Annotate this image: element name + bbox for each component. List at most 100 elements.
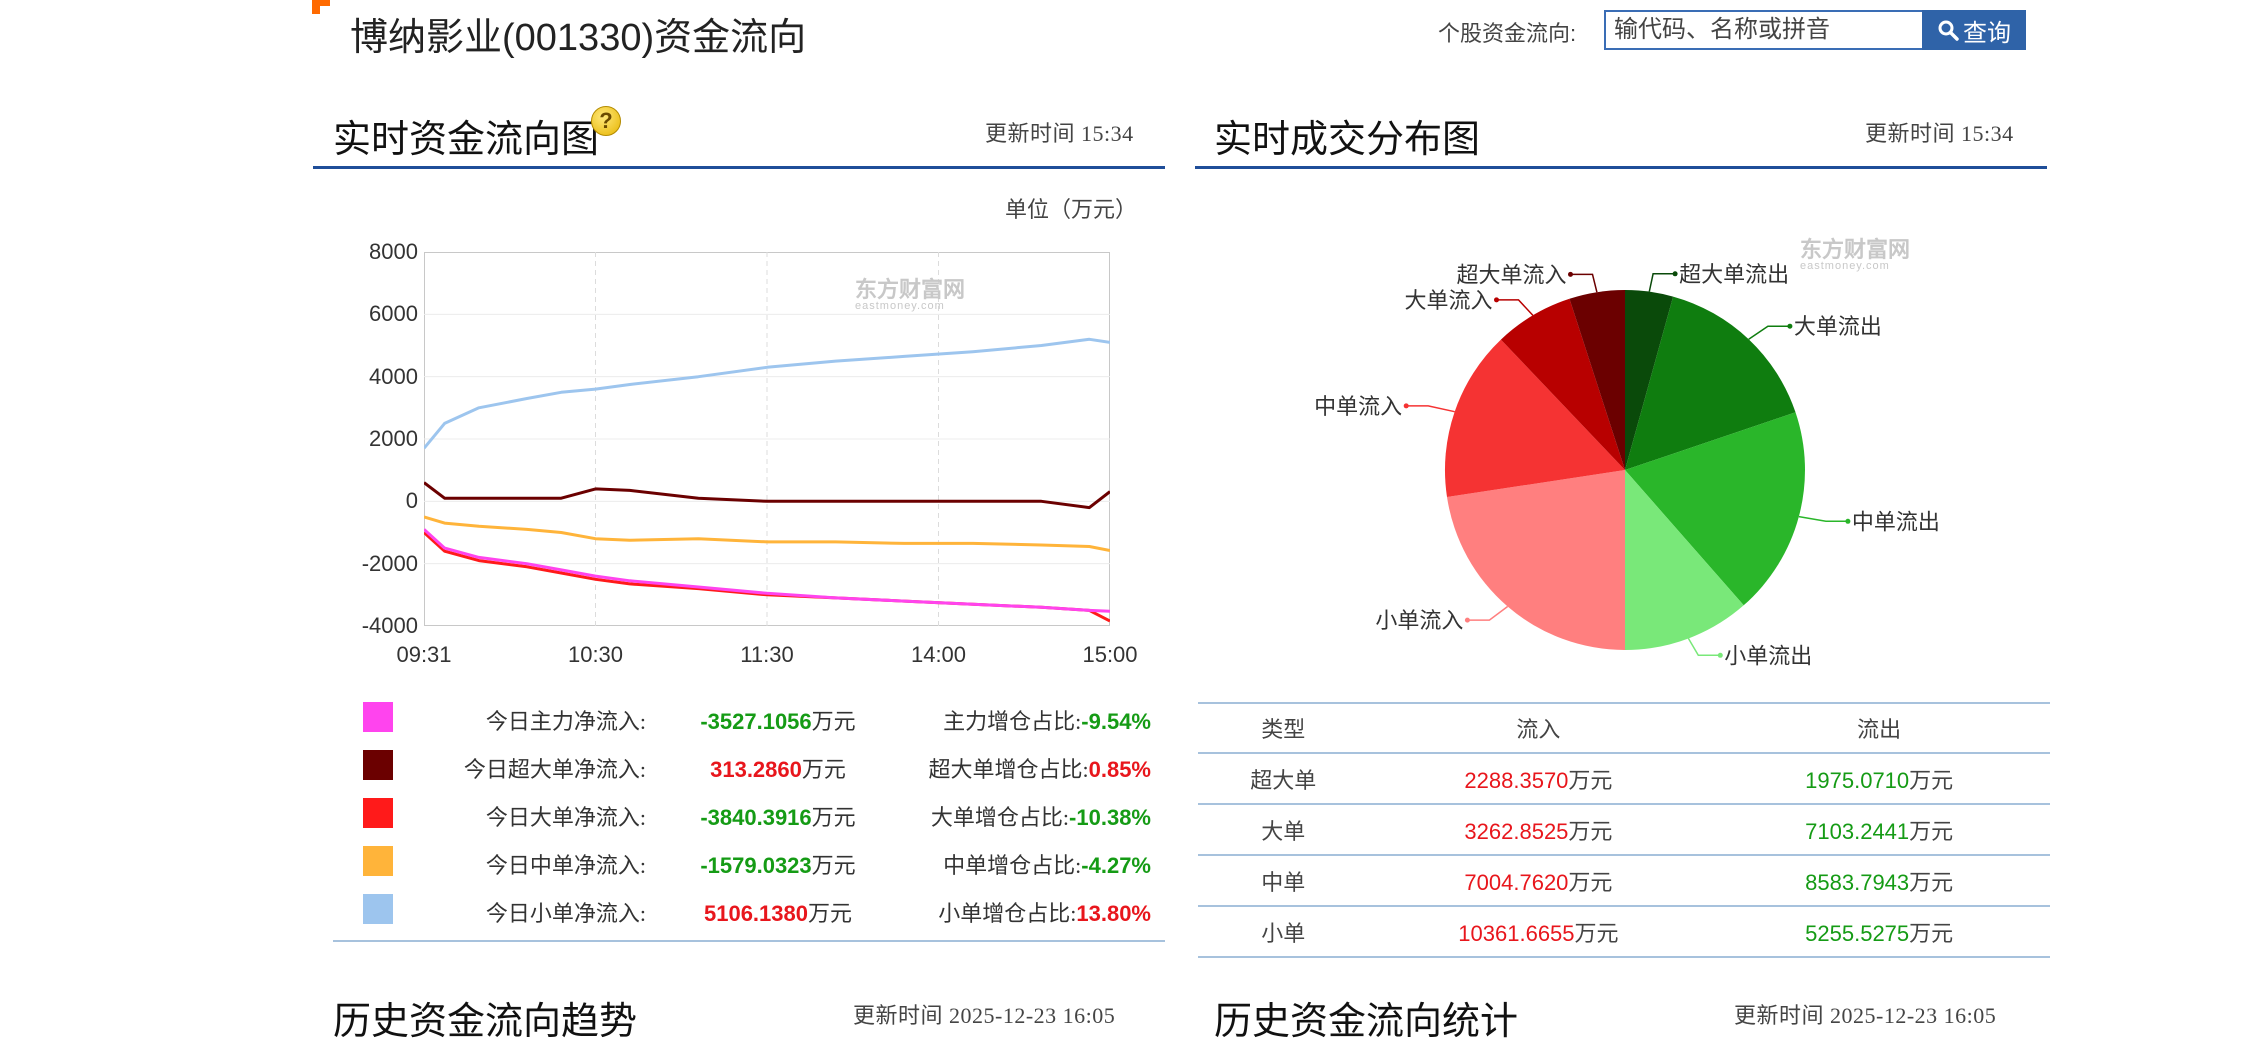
search-label: 个股资金流向:	[1438, 21, 1577, 46]
table-cell-out: 8583.7943万元	[1708, 855, 2050, 907]
pie-leader-dot	[1403, 403, 1409, 409]
line-chart-watermark: 东方财富网 eastmoney.com	[855, 277, 966, 312]
x-tick-label: 11:30	[740, 642, 794, 667]
legend-label: 今日小单净流入:	[485, 901, 646, 926]
history-stats-update-time: 更新时间 2025-12-23 16:05	[1734, 1003, 1997, 1028]
pie-leader-dot	[1494, 297, 1499, 303]
distribution-title: 实时成交分布图	[1214, 119, 1481, 161]
legend-row: 今日主力净流入: -3527.1056万元 主力增仓占比:-9.54%	[363, 696, 1151, 736]
series-line-4	[424, 528, 1110, 613]
legend-swatch	[363, 846, 393, 876]
realtime-flow-update-time: 更新时间 15:34	[985, 121, 1134, 146]
y-tick-label: 8000	[369, 239, 418, 264]
series-line-0	[424, 337, 1110, 450]
x-tick-label: 14:00	[910, 642, 967, 667]
legend-label: 今日超大单净流入:	[463, 757, 646, 782]
legend-swatch	[363, 702, 393, 732]
legend-value: -3840.3916万元	[700, 805, 856, 830]
legend-ratio: 主力增仓占比:-9.54%	[943, 709, 1151, 734]
y-tick-label: 0	[405, 488, 418, 514]
help-icon[interactable]: ?	[591, 106, 621, 136]
table-cell-type: 中单	[1198, 855, 1369, 907]
pie-leader-line	[1467, 605, 1509, 621]
chart-unit-label: 单位（万元）	[1005, 197, 1138, 222]
table-row: 超大单 2288.3570万元 1975.0710万元	[1198, 753, 2050, 805]
pie-leader-line	[1648, 273, 1676, 292]
series-line-1	[424, 481, 1110, 510]
x-tick-label: 15:00	[1082, 642, 1138, 667]
brand-accent-top	[312, 0, 330, 6]
page-title: 博纳影业(001330)资金流向	[350, 17, 807, 59]
table-header-out: 流出	[1708, 702, 2050, 754]
y-tick-label: -2000	[361, 550, 418, 576]
pie-leader-dot	[1787, 323, 1793, 329]
series-line-2	[424, 515, 1110, 552]
table-cell-out: 1975.0710万元	[1708, 753, 2050, 805]
table-cell-type: 小单	[1198, 906, 1369, 958]
pie-slice-label: 中单流出	[1852, 509, 1940, 534]
pie-slice-label: 大单流出	[1794, 314, 1882, 339]
legend-label: 今日大单净流入:	[485, 805, 646, 830]
table-cell-type: 超大单	[1198, 753, 1369, 805]
pie-leader-line	[1406, 405, 1455, 413]
table-cell-type: 大单	[1198, 804, 1369, 856]
legend-ratio: 大单增仓占比:-10.38%	[930, 805, 1151, 830]
legend-label: 今日主力净流入:	[485, 709, 646, 734]
legend-ratio: 超大单增仓占比:0.85%	[928, 757, 1151, 782]
pie-leader-dot	[1672, 271, 1678, 277]
table-cell-out: 7103.2441万元	[1708, 804, 2050, 856]
pie-slice	[1625, 470, 1744, 650]
history-trend-title: 历史资金流向趋势	[333, 1001, 638, 1043]
legend-row: 今日大单净流入: -3840.3916万元 大单增仓占比:-10.38%	[363, 792, 1151, 832]
distribution-rule	[1195, 166, 2047, 169]
legend-swatch	[363, 798, 393, 828]
x-tick-label: 10:30	[567, 642, 624, 667]
pie-slice	[1444, 339, 1625, 497]
legend-value: 5106.1380万元	[703, 901, 852, 926]
pie-slice	[1569, 290, 1625, 470]
pie-slice-label: 小单流出	[1724, 643, 1812, 668]
pie-slice-label: 大单流入	[1404, 288, 1492, 313]
legend-row: 今日小单净流入: 5106.1380万元 小单增仓占比:13.80%	[363, 888, 1151, 928]
pie-leader-line	[1687, 638, 1721, 657]
pie-slice-label: 中单流入	[1314, 394, 1402, 419]
pie-leader-line	[1798, 515, 1848, 523]
search-icon	[1938, 20, 1959, 41]
distribution-table: 类型 流入 流出 超大单 2288.3570万元 1975.0710万元 大单 3262…	[1198, 702, 2050, 958]
table-cell-in: 3262.8525万元	[1368, 804, 1709, 856]
y-tick-label: -4000	[361, 613, 418, 638]
table-cell-in: 2288.3570万元	[1368, 753, 1709, 805]
y-tick-label: 4000	[369, 363, 418, 389]
legend-value: 313.2860万元	[710, 757, 846, 782]
legend-swatch	[363, 750, 393, 780]
legend-value: -1579.0323万元	[700, 853, 856, 878]
pie-slice	[1447, 470, 1625, 650]
legend-bottom-rule	[333, 940, 1165, 942]
table-cell-in: 10361.6655万元	[1368, 906, 1709, 958]
search-input[interactable]	[1604, 10, 1922, 50]
table-row: 小单 10361.6655万元 5255.5275万元	[1198, 906, 2050, 958]
pie-slice	[1625, 412, 1805, 606]
table-row: 中单 7004.7620万元 8583.7943万元	[1198, 855, 2050, 907]
table-header-in: 流入	[1368, 702, 1709, 754]
pie-leader-line	[1748, 325, 1790, 340]
search-button-label: 查询	[1963, 19, 2011, 47]
x-tick-label: 09:31	[396, 642, 452, 667]
pie-slice	[1625, 290, 1674, 470]
pie-leader-line	[1496, 299, 1534, 316]
pie-slice-label: 超大单流出	[1679, 262, 1789, 287]
distribution-update-time: 更新时间 15:34	[1865, 121, 2014, 146]
pie-leader-dot	[1717, 652, 1723, 658]
table-row: 大单 3262.8525万元 7103.2441万元	[1198, 804, 2050, 856]
pie-leader-dot	[1845, 518, 1851, 524]
search-button[interactable]: 查询	[1922, 10, 2026, 50]
history-stats-title: 历史资金流向统计	[1214, 1001, 1519, 1043]
pie-leader-dot	[1464, 617, 1470, 623]
pie-slice-label: 超大单流入	[1456, 262, 1566, 287]
legend-ratio: 中单增仓占比:-4.27%	[943, 853, 1151, 878]
pie-leader-line	[1570, 273, 1598, 293]
pie-slice-label: 小单流入	[1375, 608, 1463, 633]
table-cell-in: 7004.7620万元	[1368, 855, 1709, 907]
realtime-flow-title: 实时资金流向图	[333, 119, 600, 161]
